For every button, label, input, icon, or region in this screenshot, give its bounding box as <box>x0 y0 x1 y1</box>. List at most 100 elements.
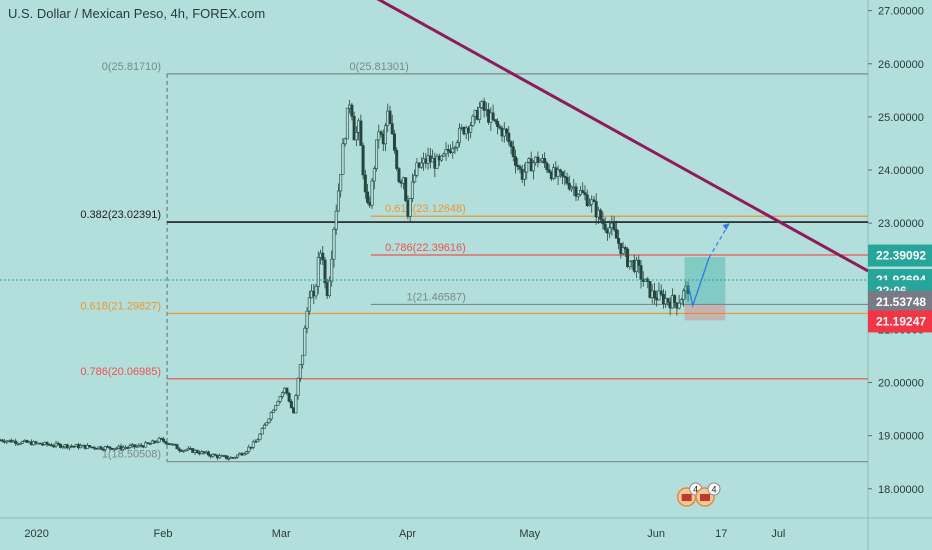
candle-body <box>88 445 92 448</box>
candle-body <box>659 290 663 295</box>
candle-body <box>377 131 381 141</box>
candle-body <box>518 166 522 170</box>
x-tick-label: May <box>519 528 540 540</box>
fib-level-label: 1(18.50508) <box>102 449 161 461</box>
fib-level-label: 0(25.81301) <box>349 61 408 73</box>
candle-body <box>601 219 605 225</box>
fib-level-label: 0.618(23.12648) <box>385 203 466 215</box>
candle-body <box>227 457 231 460</box>
x-tick-label: 17 <box>715 528 727 540</box>
candle-body <box>682 290 686 300</box>
candle-body <box>657 290 661 301</box>
candle-body <box>157 437 161 443</box>
candle-body <box>79 445 83 449</box>
candle-body <box>352 115 356 141</box>
candle-body <box>491 112 495 120</box>
candle-body <box>274 405 278 411</box>
flag-icon <box>681 494 692 501</box>
candle-body <box>446 148 450 152</box>
x-tick-label: 2020 <box>24 528 48 540</box>
candle-body <box>334 210 338 230</box>
candle-body <box>213 454 217 456</box>
candle-body <box>242 453 246 456</box>
candle-body <box>531 162 535 172</box>
candle-body <box>435 155 439 169</box>
fib-level-label: 0.786(22.39616) <box>385 242 466 254</box>
candle-body <box>305 310 309 329</box>
candle-body <box>336 190 340 212</box>
candle-body <box>390 123 394 135</box>
candle-body <box>359 120 363 146</box>
candle-body <box>440 155 444 161</box>
candle-body <box>453 147 457 149</box>
candle-body <box>511 146 515 157</box>
trendline <box>376 0 868 273</box>
candle-body <box>621 247 625 254</box>
candle-body <box>296 377 300 396</box>
candle-body <box>648 281 652 298</box>
candle-body <box>195 450 199 454</box>
fib-level-label: 1(21.46587) <box>407 291 466 303</box>
flag-icon <box>699 494 710 501</box>
candle-body <box>108 446 112 449</box>
candle-body <box>558 169 562 173</box>
candle-body <box>162 438 166 442</box>
candle-body <box>628 261 632 268</box>
fib-level-label: 0.382(23.02391) <box>80 209 161 221</box>
candle-body <box>343 138 347 145</box>
price-tag-label: 21.19247 <box>876 314 926 328</box>
candle-body <box>612 222 616 230</box>
candle-body <box>471 115 475 126</box>
candle-body <box>256 439 260 443</box>
candle-body <box>493 119 497 122</box>
event-count-badge <box>707 482 721 496</box>
candle-body <box>34 441 38 444</box>
candle-body <box>547 169 551 173</box>
candle-body <box>592 199 596 202</box>
candle-body <box>52 445 56 448</box>
candle-body <box>269 412 273 420</box>
candle-body <box>626 248 630 268</box>
price-tag <box>868 290 932 313</box>
candle-body <box>294 395 298 414</box>
candle-body <box>478 107 482 120</box>
candle-body <box>251 441 255 448</box>
candle-body <box>267 418 271 423</box>
candle-body <box>285 387 289 394</box>
candle-body <box>339 174 343 192</box>
candle-body <box>567 183 571 190</box>
price-tag <box>868 244 932 267</box>
y-tick-label: 19.00000 <box>878 431 924 443</box>
candle-body <box>603 223 607 231</box>
x-tick-label: Jul <box>771 528 785 540</box>
candle-body <box>177 448 181 451</box>
candle-body <box>224 455 228 459</box>
candle-body <box>54 442 58 447</box>
candle-body <box>128 445 132 448</box>
candle-body <box>545 162 549 171</box>
candle-body <box>262 424 266 429</box>
candle-body <box>332 228 336 260</box>
candle-body <box>321 252 325 261</box>
candle-body <box>0 439 4 442</box>
candle-body <box>184 449 188 452</box>
candle-body <box>350 104 354 117</box>
candle-body <box>594 201 598 218</box>
x-tick-label: Feb <box>154 528 173 540</box>
candle-body <box>372 168 376 182</box>
candle-body <box>18 443 22 445</box>
candle-body <box>525 161 529 173</box>
candle-body <box>287 392 291 402</box>
candle-body <box>623 247 627 250</box>
fib-level-label: 0.618(21.29827) <box>80 300 161 312</box>
candle-body <box>50 444 54 447</box>
y-tick-label: 26.00000 <box>878 59 924 71</box>
candle-body <box>585 194 589 207</box>
candle-body <box>565 176 569 184</box>
candle-body <box>469 125 473 133</box>
candle-body <box>496 121 500 127</box>
candle-body <box>442 153 446 157</box>
candle-body <box>298 364 302 379</box>
candle-body <box>404 177 408 201</box>
